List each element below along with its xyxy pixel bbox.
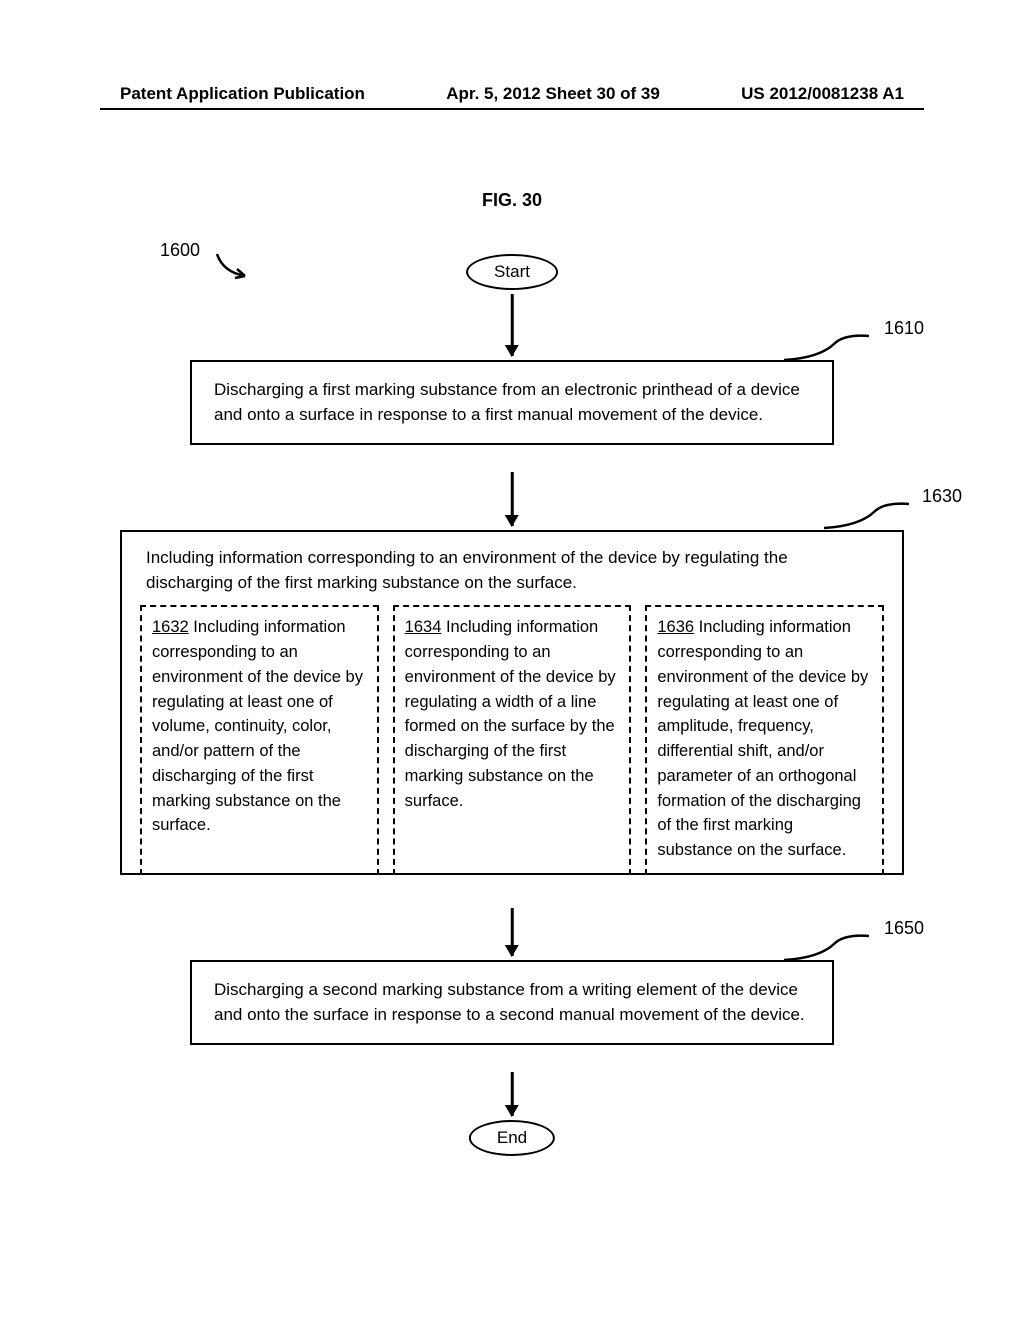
step-1630: Including information corresponding to a… — [120, 530, 904, 875]
sub-1634-text: Including information corresponding to a… — [405, 618, 616, 809]
sub-1634: 1634 Including information corresponding… — [393, 605, 632, 875]
sub-1636-text: Including information corresponding to a… — [657, 618, 868, 859]
ref-1600-leader — [215, 252, 255, 282]
end-terminal: End — [469, 1120, 555, 1156]
step-1610: Discharging a first marking substance fr… — [190, 360, 834, 445]
arrow-1610-to-1630 — [511, 472, 514, 526]
sub-1632-num: 1632 — [152, 618, 189, 636]
sub-1636: 1636 Including information corresponding… — [645, 605, 884, 875]
sub-1632: 1632 Including information corresponding… — [140, 605, 379, 875]
header-rule — [100, 108, 924, 110]
header-right: US 2012/0081238 A1 — [741, 84, 904, 104]
sub-1634-num: 1634 — [405, 618, 442, 636]
ref-1630: 1630 — [922, 486, 962, 507]
arrow-start-to-1610 — [511, 294, 514, 356]
step-1650-text: Discharging a second marking substance f… — [214, 980, 805, 1024]
callout-1650-curve — [784, 928, 874, 962]
figure-title: FIG. 30 — [0, 190, 1024, 211]
step-1610-text: Discharging a first marking substance fr… — [214, 380, 800, 424]
arrow-1630-to-1650 — [511, 908, 514, 956]
patent-page: Patent Application Publication Apr. 5, 2… — [0, 0, 1024, 1320]
ref-1600: 1600 — [160, 240, 200, 261]
step-1630-subs: 1632 Including information corresponding… — [140, 605, 884, 873]
header-left: Patent Application Publication — [120, 84, 365, 104]
arrow-1650-to-end — [511, 1072, 514, 1116]
start-terminal: Start — [466, 254, 558, 290]
page-header: Patent Application Publication Apr. 5, 2… — [0, 84, 1024, 104]
header-center: Apr. 5, 2012 Sheet 30 of 39 — [446, 84, 660, 104]
ref-1650: 1650 — [884, 918, 924, 939]
sub-1632-text: Including information corresponding to a… — [152, 618, 363, 834]
callout-1630-curve — [824, 496, 914, 530]
sub-1636-num: 1636 — [657, 618, 694, 636]
ref-1610: 1610 — [884, 318, 924, 339]
step-1630-intro: Including information corresponding to a… — [140, 546, 884, 605]
callout-1610-curve — [784, 330, 874, 362]
step-1650: Discharging a second marking substance f… — [190, 960, 834, 1045]
